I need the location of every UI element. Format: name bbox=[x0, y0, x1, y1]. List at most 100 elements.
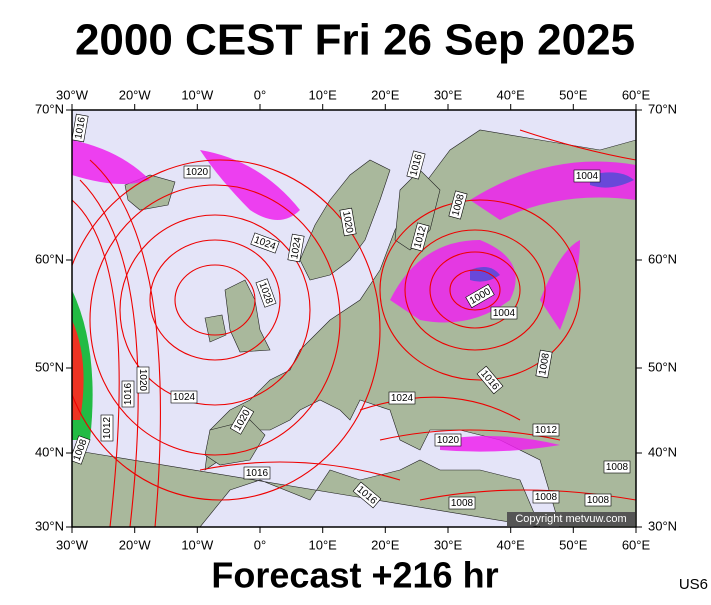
isobar-label-text: 1008 bbox=[535, 492, 558, 503]
longitude-label: 30°E bbox=[434, 537, 463, 552]
isobar-label: 1008 bbox=[603, 460, 631, 474]
copyright: Copyright metvuw.com bbox=[515, 513, 626, 525]
latitude-label: 70°N bbox=[35, 101, 64, 116]
longitude-label: 10°W bbox=[181, 87, 214, 102]
isobar-label-box bbox=[339, 207, 357, 237]
isobar-label-box bbox=[573, 169, 601, 183]
isobar-label-box bbox=[532, 490, 560, 504]
isobar-label-text: 1008 bbox=[606, 462, 629, 473]
isobar-label-box bbox=[584, 493, 612, 507]
isobar-label: 1004 bbox=[490, 306, 518, 320]
isobar-label-box bbox=[532, 423, 560, 437]
longitude-label: 0° bbox=[254, 87, 266, 102]
isobar-label: 1016 bbox=[72, 113, 89, 143]
isobar-label: 1008 bbox=[584, 493, 612, 507]
isobar-label: 1016 bbox=[406, 150, 426, 180]
isobar-label: 1020 bbox=[136, 366, 150, 394]
latitude-label: 30°N bbox=[648, 518, 677, 533]
isobar-label-box bbox=[243, 466, 271, 480]
isobar-label-text: 1008 bbox=[451, 498, 474, 509]
isobar-label-box bbox=[352, 481, 382, 509]
latitude-label: 60°N bbox=[648, 251, 677, 266]
longitude-label: 30°W bbox=[56, 537, 89, 552]
isobar-label: 1016 bbox=[121, 380, 135, 408]
precipitation bbox=[200, 150, 300, 220]
isobar-label-text: 1024 bbox=[173, 392, 196, 403]
isobar-label: 1020 bbox=[339, 207, 357, 237]
isobar-label: 1012 bbox=[100, 414, 114, 442]
longitude-label: 30°W bbox=[56, 87, 89, 102]
map-frame bbox=[71, 109, 637, 528]
longitude-label: 50°E bbox=[559, 537, 588, 552]
longitude-label: 10°E bbox=[309, 537, 338, 552]
isobar-label-box bbox=[476, 365, 504, 395]
longitude-label: 50°E bbox=[559, 87, 588, 102]
land bbox=[72, 449, 541, 527]
isobar-label-box bbox=[465, 283, 495, 309]
isobar-label-text: 1020 bbox=[340, 210, 355, 234]
isobar-label-box bbox=[72, 113, 89, 143]
latitude-label: 30°N bbox=[35, 518, 64, 533]
longitude-label: 10°E bbox=[309, 87, 338, 102]
isobar-label: 1020 bbox=[434, 433, 462, 447]
precipitation-tropical bbox=[72, 320, 84, 420]
isobar-label: 1012 bbox=[532, 423, 560, 437]
precipitation bbox=[72, 140, 150, 184]
isobar-label: 1024 bbox=[287, 233, 305, 263]
isobar-label: 1024 bbox=[388, 391, 416, 405]
graticule-ticks: 30°W 30°W 20°W 20°W 10°W 10°W 0° 0° 10°E 10°E 20°E… bbox=[35, 87, 677, 552]
isobar-label: 1020 bbox=[183, 165, 211, 179]
isobar-label-box bbox=[121, 380, 135, 408]
isobar-label-box bbox=[406, 150, 426, 180]
longitude-label: 0° bbox=[254, 537, 266, 552]
longitude-label: 20°E bbox=[371, 537, 400, 552]
isobar-label-box bbox=[170, 390, 198, 404]
land bbox=[224, 279, 271, 353]
isobar-label-box bbox=[410, 222, 430, 252]
longitude-label: 40°E bbox=[497, 537, 526, 552]
isobar-label-box bbox=[448, 190, 468, 220]
isobar-label-box bbox=[287, 233, 305, 263]
isobar-label-box bbox=[603, 460, 631, 474]
longitude-label: 60°E bbox=[622, 537, 651, 552]
isobar-label: 1008 bbox=[532, 490, 560, 504]
isobar-label: 1008 bbox=[448, 190, 468, 220]
latitude-label: 60°N bbox=[35, 251, 64, 266]
isobar-label-box bbox=[183, 165, 211, 179]
isobar-label-text: 1004 bbox=[576, 171, 599, 182]
isobar-label-text: 1012 bbox=[102, 416, 113, 439]
isobar-label-text: 1012 bbox=[535, 425, 558, 436]
latitude-label: 40°N bbox=[648, 444, 677, 459]
precipitation bbox=[540, 240, 580, 330]
longitude-label: 30°E bbox=[434, 87, 463, 102]
isobar-label-text: 1004 bbox=[493, 308, 516, 319]
title: 2000 CEST Fri 26 Sep 2025 bbox=[75, 16, 635, 65]
longitude-label: 20°W bbox=[119, 87, 152, 102]
isobar-label: 1004 bbox=[573, 169, 601, 183]
isobar-label-text: 1016 bbox=[246, 468, 269, 479]
isobar-label-box bbox=[448, 496, 476, 510]
isobar-label: 1008 bbox=[535, 349, 553, 379]
isobar-label-box bbox=[229, 405, 255, 435]
model-code: US6 bbox=[679, 576, 708, 593]
forecast-label: Forecast +216 hr bbox=[211, 555, 498, 596]
isobar-label-box bbox=[535, 349, 553, 379]
isobar-label-text: 1024 bbox=[289, 236, 304, 260]
isobar-label-text: 1020 bbox=[437, 435, 460, 446]
longitude-label: 60°E bbox=[622, 87, 651, 102]
longitude-label: 20°E bbox=[371, 87, 400, 102]
latitude-label: 50°N bbox=[648, 359, 677, 374]
isobar-label: 1024 bbox=[170, 390, 198, 404]
latitude-label: 40°N bbox=[35, 444, 64, 459]
isobar-label: 1008 bbox=[448, 496, 476, 510]
isobar-label-text: 1024 bbox=[391, 393, 414, 404]
isobar-label-box bbox=[490, 306, 518, 320]
isobar-label-box bbox=[255, 278, 277, 308]
isobar-label-text: 1020 bbox=[186, 167, 209, 178]
isobar-label-text: 1016 bbox=[73, 116, 88, 140]
isobar-label-box bbox=[72, 435, 91, 465]
latitude-label: 70°N bbox=[648, 101, 677, 116]
precipitation bbox=[440, 436, 560, 452]
